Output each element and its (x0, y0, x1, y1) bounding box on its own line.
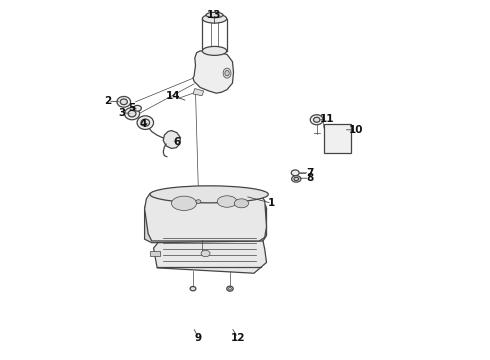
Ellipse shape (291, 170, 299, 176)
Text: 6: 6 (173, 138, 180, 147)
Text: 12: 12 (231, 333, 245, 343)
Polygon shape (153, 232, 267, 273)
Text: 13: 13 (207, 10, 222, 20)
Ellipse shape (227, 286, 233, 291)
Text: 14: 14 (166, 91, 181, 101)
Text: 11: 11 (320, 114, 335, 124)
Ellipse shape (137, 116, 153, 130)
Ellipse shape (202, 14, 227, 23)
Ellipse shape (225, 71, 229, 76)
Text: 7: 7 (306, 168, 313, 178)
Ellipse shape (150, 186, 269, 203)
Ellipse shape (314, 117, 320, 122)
Bar (324, 125, 351, 153)
Text: 3: 3 (119, 108, 126, 118)
Ellipse shape (292, 176, 301, 182)
Ellipse shape (206, 12, 223, 18)
Ellipse shape (228, 287, 231, 290)
Ellipse shape (217, 196, 237, 207)
Ellipse shape (310, 115, 323, 125)
Ellipse shape (202, 46, 227, 55)
Ellipse shape (196, 200, 201, 203)
Polygon shape (193, 51, 234, 93)
Text: 2: 2 (104, 96, 112, 106)
Text: 4: 4 (139, 120, 147, 129)
Polygon shape (145, 191, 267, 241)
Ellipse shape (124, 108, 140, 120)
Ellipse shape (294, 177, 298, 180)
Polygon shape (145, 209, 267, 243)
Ellipse shape (117, 96, 131, 107)
Text: 1: 1 (268, 198, 275, 208)
Text: 8: 8 (306, 173, 313, 183)
Polygon shape (163, 131, 180, 148)
Ellipse shape (172, 196, 196, 211)
Ellipse shape (128, 111, 136, 117)
Ellipse shape (145, 192, 267, 226)
Ellipse shape (190, 287, 196, 291)
Ellipse shape (201, 250, 210, 257)
Text: 5: 5 (128, 103, 136, 113)
Polygon shape (150, 251, 160, 256)
Ellipse shape (141, 119, 149, 126)
Ellipse shape (133, 105, 141, 111)
Ellipse shape (234, 199, 248, 208)
Ellipse shape (223, 68, 231, 78)
Text: 9: 9 (195, 333, 202, 343)
Text: 10: 10 (349, 125, 364, 135)
Polygon shape (193, 89, 204, 96)
Ellipse shape (120, 99, 127, 105)
